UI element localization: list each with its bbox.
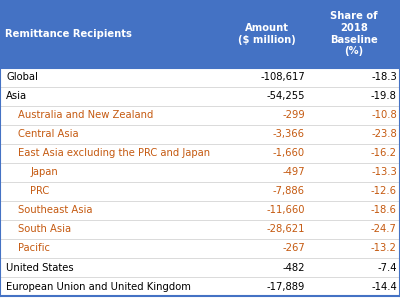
Text: -299: -299 — [282, 110, 305, 120]
Text: -24.7: -24.7 — [371, 224, 397, 234]
Text: Central Asia: Central Asia — [18, 129, 79, 139]
Text: Pacific: Pacific — [18, 244, 50, 254]
Text: Share of
2018
Baseline
(%): Share of 2018 Baseline (%) — [330, 11, 378, 56]
Text: -267: -267 — [282, 244, 305, 254]
Text: PRC: PRC — [30, 186, 50, 196]
Text: -28,621: -28,621 — [266, 224, 305, 234]
Text: Japan: Japan — [30, 167, 58, 177]
Text: -10.8: -10.8 — [371, 110, 397, 120]
Text: -13.2: -13.2 — [371, 244, 397, 254]
Text: -482: -482 — [282, 262, 305, 272]
Text: -7,886: -7,886 — [273, 186, 305, 196]
Text: -7.4: -7.4 — [377, 262, 397, 272]
Text: -108,617: -108,617 — [260, 72, 305, 82]
Text: Australia and New Zealand: Australia and New Zealand — [18, 110, 154, 120]
Text: -14.4: -14.4 — [371, 282, 397, 292]
Bar — [0, 0, 400, 68]
Text: -54,255: -54,255 — [266, 91, 305, 101]
Text: -497: -497 — [282, 167, 305, 177]
Text: -19.8: -19.8 — [371, 91, 397, 101]
Text: East Asia excluding the PRC and Japan: East Asia excluding the PRC and Japan — [18, 148, 210, 158]
Text: Asia: Asia — [6, 91, 28, 101]
Text: -23.8: -23.8 — [371, 129, 397, 139]
Text: Global: Global — [6, 72, 38, 82]
Text: -16.2: -16.2 — [371, 148, 397, 158]
Text: Amount
($ million): Amount ($ million) — [238, 23, 296, 44]
Text: -12.6: -12.6 — [371, 186, 397, 196]
Text: -13.3: -13.3 — [371, 167, 397, 177]
Text: South Asia: South Asia — [18, 224, 72, 234]
Text: United States: United States — [6, 262, 74, 272]
Text: -18.3: -18.3 — [371, 72, 397, 82]
Text: -1,660: -1,660 — [273, 148, 305, 158]
Text: -17,889: -17,889 — [266, 282, 305, 292]
Text: European Union and United Kingdom: European Union and United Kingdom — [6, 282, 191, 292]
Text: Remittance Recipients: Remittance Recipients — [5, 29, 132, 39]
Text: -3,366: -3,366 — [273, 129, 305, 139]
Text: Southeast Asia: Southeast Asia — [18, 206, 93, 215]
Text: -18.6: -18.6 — [371, 206, 397, 215]
Text: -11,660: -11,660 — [266, 206, 305, 215]
